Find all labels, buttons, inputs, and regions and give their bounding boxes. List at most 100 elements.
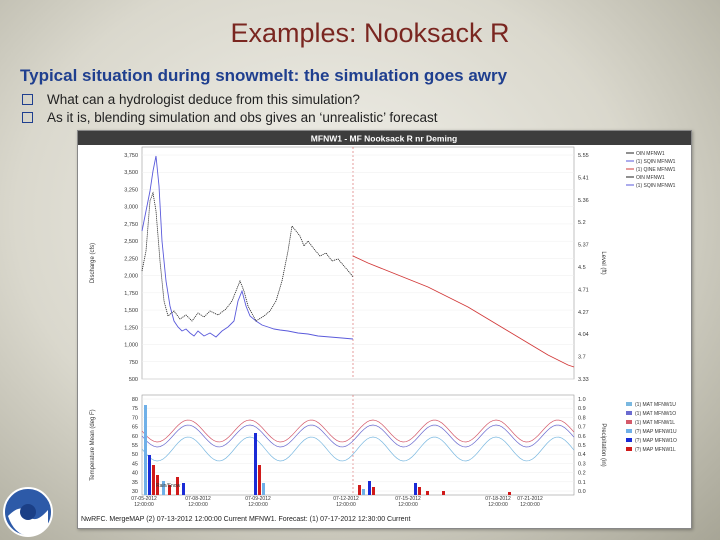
simulation-line — [141, 155, 354, 340]
bullet-square-icon — [22, 93, 33, 105]
top-right-tick-label: 4.04 — [578, 332, 589, 338]
x-tick-date: 07-12-2012 — [333, 496, 359, 502]
legend-entry: (?) MAP MFNW1U — [635, 429, 677, 435]
legend-entry: (1) MAT MFNW1U — [635, 402, 676, 408]
x-tick-date: 07-21-2012 — [517, 496, 543, 502]
precip-bar — [254, 433, 257, 495]
x-tick-time: 12:00:00 — [336, 502, 356, 508]
precip-bar — [368, 481, 371, 495]
top-left-tick-label: 750 — [129, 360, 138, 366]
x-tick-time: 12:00:00 — [488, 502, 508, 508]
series-layer — [141, 155, 575, 495]
bottom-right-tick-label: 0.2 — [578, 471, 586, 477]
top-left-tick-label: 1,500 — [124, 308, 138, 314]
legend-entry: (1) QINE MFNW1 — [636, 167, 676, 173]
mat-mid-line — [141, 424, 575, 448]
x-tick-time: 12:00:00 — [248, 502, 268, 508]
precip-bar — [362, 489, 365, 495]
top-left-tick-label: 2,500 — [124, 239, 138, 245]
legend-entry: (1) SQIN MFNW1 — [636, 159, 676, 165]
rain-snow-label: Rain/Snow — [156, 483, 181, 489]
x-ticks: 07-05-201212:00:0007-08-201212:00:0007-0… — [131, 496, 543, 508]
precip-bar — [148, 455, 151, 495]
precip-bar — [182, 483, 185, 495]
bottom-left-tick-label: 35 — [132, 480, 138, 486]
bottom-ylabel-left: Temperature Mean (deg F) — [90, 409, 96, 480]
top-right-tick-label: 5.2 — [578, 220, 586, 226]
precip-bar — [414, 483, 417, 495]
slide-subtitle: Typical situation during snowmelt: the s… — [20, 66, 508, 85]
x-tick-date: 07-18-2012 — [485, 496, 511, 502]
bottom-grid — [142, 398, 574, 492]
legend-swatch — [626, 411, 632, 415]
precip-bar — [168, 485, 171, 495]
bottom-right-tick-label: 0.0 — [578, 489, 586, 495]
legend-swatch — [626, 438, 632, 442]
top-right-tick-label: 4.71 — [578, 287, 589, 293]
top-left-tick-label: 2,000 — [124, 274, 138, 280]
bottom-left-tick-label: 65 — [132, 425, 138, 431]
bottom-legend: (1) MAT MFNW1U (1) MAT MFNW1O (1) MAT MFNW… — [626, 402, 677, 453]
mat-lower-line — [141, 419, 575, 443]
precip-bar — [156, 475, 159, 495]
top-right-ticks: 5.55 5.41 5.36 5.2 5.37 4.5 4.71 4.27 4.04 3.7 3.3… — [578, 153, 589, 383]
bottom-right-tick-label: 0.7 — [578, 425, 586, 431]
top-right-tick-label: 5.55 — [578, 153, 589, 159]
bottom-left-tick-label: 50 — [132, 452, 138, 458]
bottom-right-tick-label: 0.3 — [578, 461, 586, 467]
bottom-right-tick-label: 0.6 — [578, 434, 586, 440]
precip-bar — [162, 481, 165, 495]
hydrograph-figure: MFNW1 - MF Nooksack R nr Deming Discharg… — [77, 130, 692, 529]
bullet-item: What can a hydrologist deduce from this … — [22, 90, 437, 108]
top-left-tick-label: 1,750 — [124, 291, 138, 297]
bottom-left-tick-label: 55 — [132, 443, 138, 449]
precip-bar — [426, 491, 429, 495]
top-right-tick-label: 5.36 — [578, 198, 589, 204]
chart-footer: NwRFC. MergeMAP (2) 07-13-2012 12:00:00 … — [81, 516, 410, 523]
bottom-left-tick-label: 30 — [132, 489, 138, 495]
precip-bar — [372, 487, 375, 495]
precip-bar — [262, 483, 265, 495]
top-right-tick-label: 5.37 — [578, 243, 589, 249]
x-tick-date: 07-09-2012 — [245, 496, 271, 502]
precip-bar — [418, 487, 421, 495]
slide-title: Examples: Nooksack R — [230, 18, 510, 48]
bottom-right-tick-label: 0.8 — [578, 415, 586, 421]
legend-entry: (1) SQIN MFNW1 — [636, 183, 676, 189]
bottom-left-tick-label: 80 — [132, 397, 138, 403]
top-left-tick-label: 3,750 — [124, 153, 138, 159]
bottom-left-ticks: 80 75 70 65 60 55 50 45 40 35 30 — [132, 397, 138, 495]
bottom-right-ticks: 1.0 0.9 0.8 0.7 0.6 0.5 0.4 0.3 0.2 0.1 0.0 — [578, 397, 586, 495]
top-right-tick-label: 3.7 — [578, 355, 586, 361]
legend-entry: OIN MFNW1 — [636, 175, 665, 181]
bottom-left-tick-label: 45 — [132, 461, 138, 467]
x-tick-time: 12:00:00 — [520, 502, 540, 508]
observed-line — [141, 191, 354, 322]
top-left-tick-label: 500 — [129, 377, 138, 383]
bottom-left-tick-label: 40 — [132, 471, 138, 477]
precip-bar — [152, 465, 155, 495]
top-left-tick-label: 1,250 — [124, 325, 138, 331]
x-tick-date: 07-05-2012 — [131, 496, 157, 502]
legend-entry: OIN MFNW1 — [636, 151, 665, 157]
bottom-right-tick-label: 0.5 — [578, 443, 586, 449]
top-left-tick-label: 3,250 — [124, 187, 138, 193]
bottom-left-tick-label: 70 — [132, 415, 138, 421]
legend-entry: (1) MAT MFNW1L — [635, 420, 675, 426]
top-plot-frame — [141, 146, 575, 380]
top-right-tick-label: 3.33 — [578, 377, 589, 383]
precip-bar — [258, 465, 261, 495]
top-right-tick-label: 4.27 — [578, 310, 589, 316]
top-ylabel-left: Discharge (cfs) — [90, 243, 96, 283]
top-left-tick-label: 3,000 — [124, 205, 138, 211]
x-tick-time: 12:00:00 — [188, 502, 208, 508]
bottom-left-tick-label: 75 — [132, 406, 138, 412]
top-legend: OIN MFNW1 (1) SQIN MFNW1 (1) QINE MFNW1 OIN… — [626, 151, 676, 189]
top-ylabel-right: Level (ft) — [600, 251, 606, 274]
precip-bar — [176, 477, 179, 495]
legend-entry: (?) MAP MFNW1L — [635, 447, 676, 453]
top-right-tick-label: 5.41 — [578, 175, 589, 181]
precip-bar — [508, 492, 511, 495]
legend-entry: (1) MAT MFNW1O — [635, 411, 676, 417]
x-tick-time: 12:00:00 — [398, 502, 418, 508]
